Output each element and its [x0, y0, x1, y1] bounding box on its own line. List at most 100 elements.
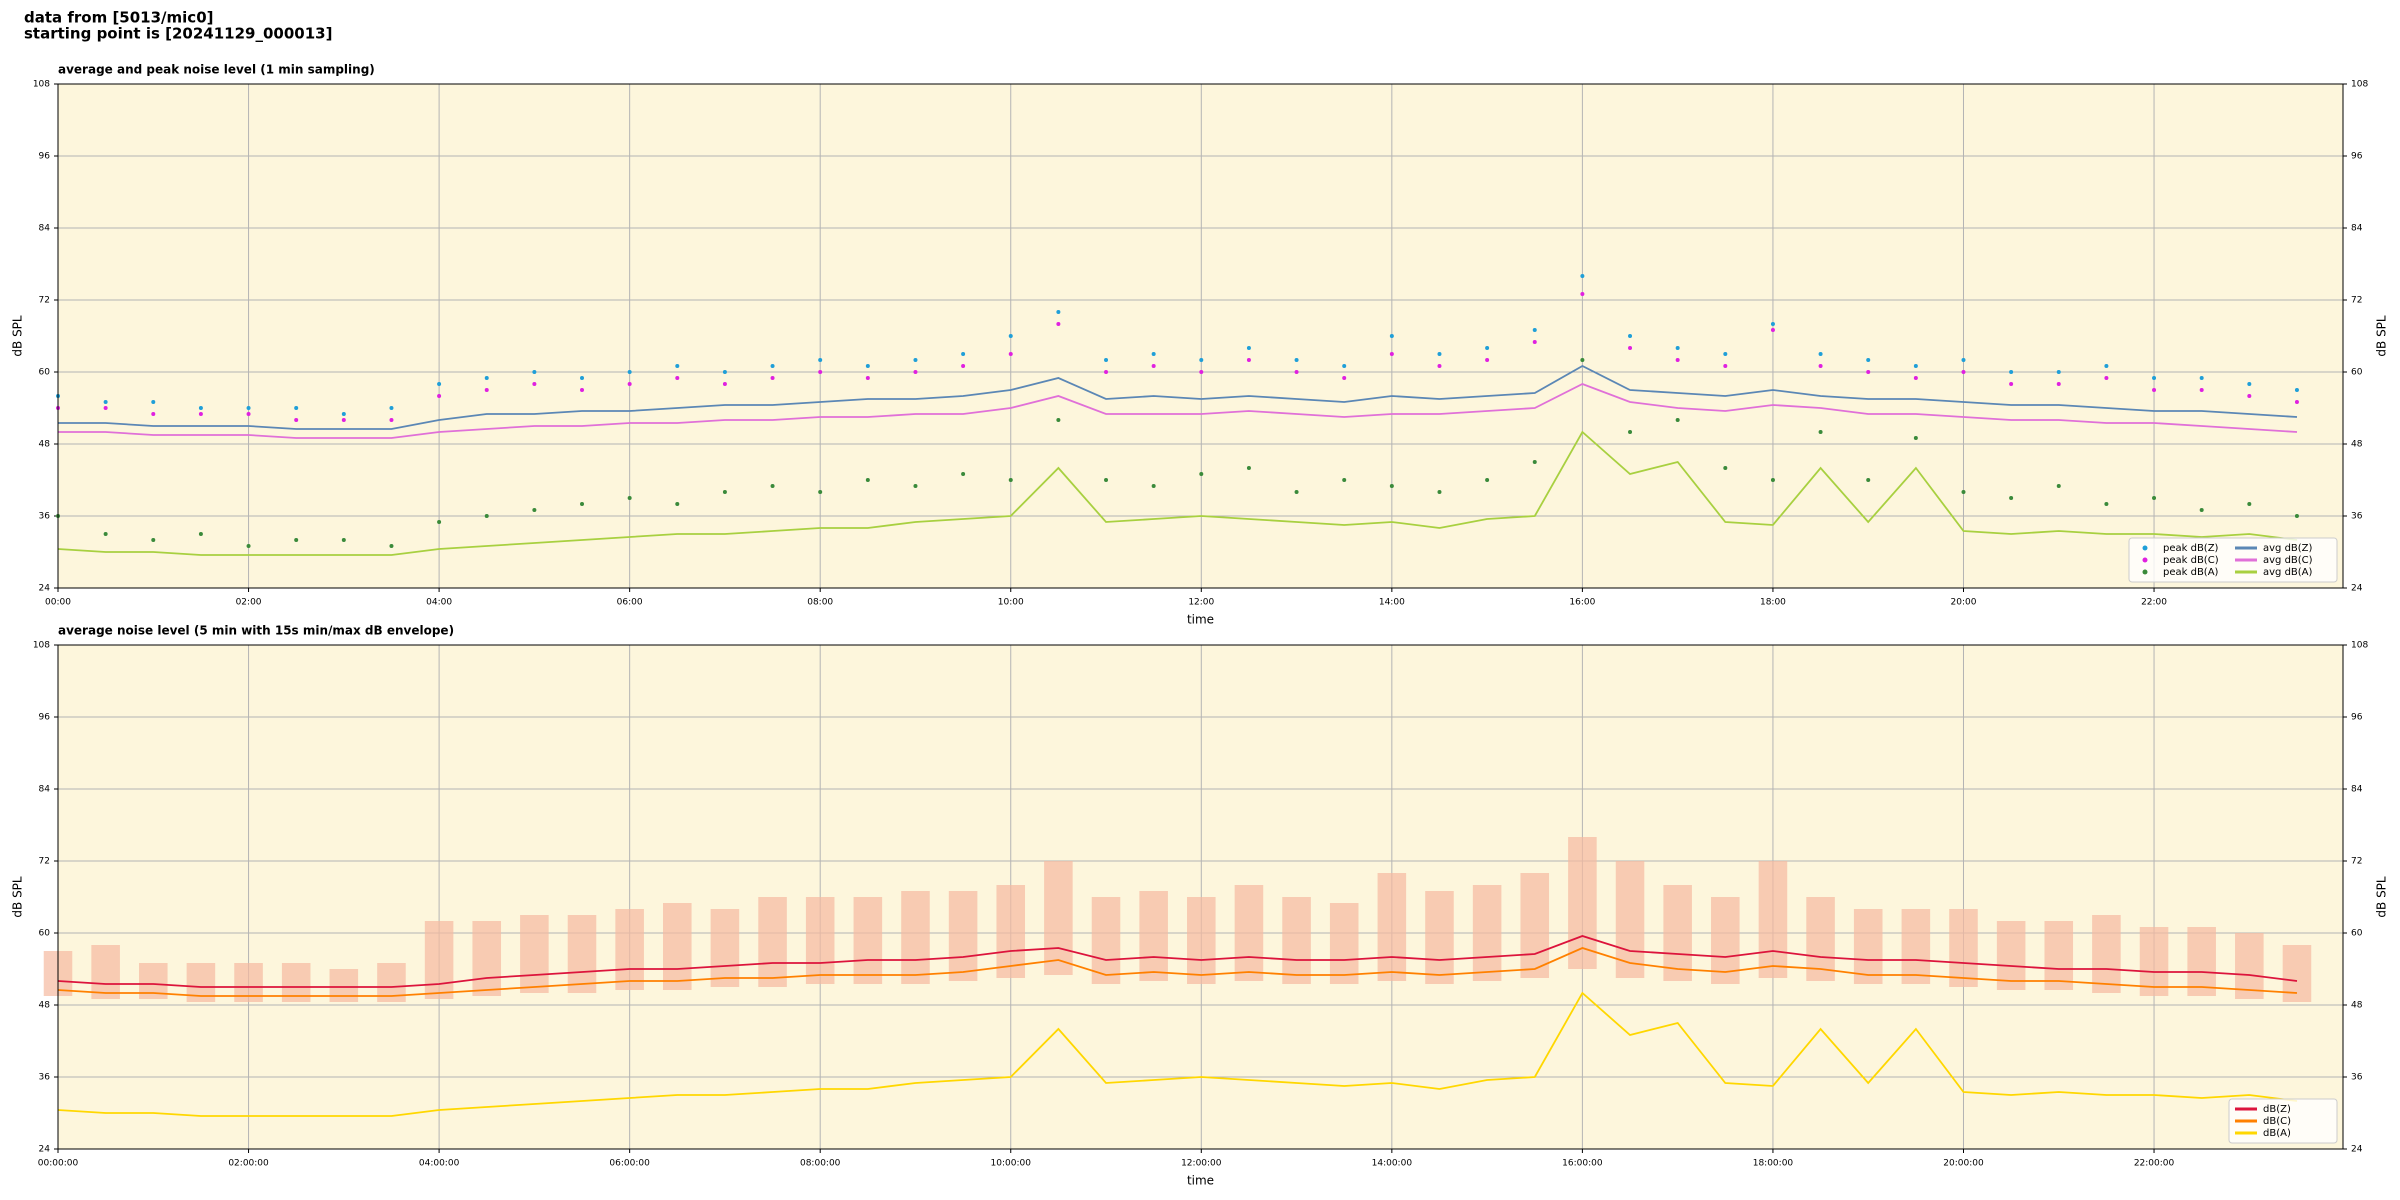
peak-point	[865, 376, 870, 380]
x-tick-label: 14:00	[1379, 598, 1405, 608]
x-tick-label: 18:00	[1760, 598, 1786, 608]
peak-point	[389, 544, 394, 548]
x-tick-label: 16:00	[1569, 598, 1595, 608]
legend-label: avg dB(C)	[2263, 555, 2313, 566]
peak-point	[1389, 484, 1394, 488]
peak-point	[770, 376, 775, 380]
header-line: data from [5013/mic0]	[24, 9, 214, 27]
x-tick-label: 18:00:00	[1753, 1159, 1794, 1169]
chart-title: average noise level (5 min with 15s min/…	[58, 624, 454, 638]
peak-point	[2199, 388, 2204, 392]
peak-point	[198, 532, 203, 536]
peak-point	[1342, 376, 1347, 380]
x-tick-label: 10:00	[998, 598, 1024, 608]
legend-label: peak dB(Z)	[2163, 543, 2219, 554]
y-tick-label: 96	[2351, 713, 2363, 723]
peak-point	[2152, 376, 2157, 380]
peak-point	[294, 418, 299, 422]
peak-point	[532, 382, 537, 386]
x-tick-label: 20:00	[1951, 598, 1977, 608]
x-tick-label: 02:00	[236, 598, 262, 608]
y-tick-label: 84	[2351, 785, 2363, 795]
peak-point	[722, 370, 727, 374]
legend-marker	[2142, 545, 2148, 551]
peak-point	[1389, 352, 1394, 356]
peak-point	[961, 352, 966, 356]
peak-point	[913, 370, 918, 374]
peak-point	[1580, 274, 1585, 278]
peak-point	[1723, 364, 1728, 368]
legend-label: avg dB(A)	[2263, 567, 2313, 578]
peak-point	[1818, 364, 1823, 368]
peak-point	[151, 400, 156, 404]
peak-point	[2056, 382, 2061, 386]
peak-point	[2009, 370, 2014, 374]
peak-point	[1342, 364, 1347, 368]
peak-point	[580, 388, 585, 392]
peak-point	[1151, 352, 1156, 356]
y-tick-label: 48	[39, 440, 51, 450]
peak-point	[818, 490, 823, 494]
peak-point	[2152, 496, 2157, 500]
y-tick-label: 48	[2351, 1001, 2363, 1011]
peak-point	[1246, 346, 1251, 350]
y-tick-label: 72	[2351, 857, 2362, 867]
chart-title: average and peak noise level (1 min samp…	[58, 63, 375, 77]
header-line: starting point is [20241129_000013]	[24, 25, 332, 43]
x-tick-label: 14:00:00	[1372, 1159, 1413, 1169]
peak-point	[1723, 352, 1728, 356]
peak-point	[1913, 364, 1918, 368]
peak-point	[1532, 340, 1537, 344]
peak-point	[961, 364, 966, 368]
peak-point	[1008, 334, 1013, 338]
plot-frame	[57, 644, 2344, 1150]
peak-point	[1961, 358, 1966, 362]
peak-point	[198, 406, 203, 410]
y-axis-label: dB SPL	[2375, 876, 2389, 918]
peak-point	[1151, 364, 1156, 368]
peak-point	[1246, 358, 1251, 362]
y-tick-label: 48	[2351, 440, 2363, 450]
peak-point	[1151, 484, 1156, 488]
peak-point	[627, 496, 632, 500]
peak-point	[2199, 508, 2204, 512]
peak-point	[1485, 346, 1490, 350]
peak-point	[437, 520, 442, 524]
y-tick-label: 84	[39, 224, 51, 234]
x-tick-label: 06:00:00	[609, 1159, 650, 1169]
y-tick-label: 72	[39, 857, 50, 867]
series-line	[58, 364, 2298, 430]
peak-point	[2009, 496, 2014, 500]
peak-point	[2104, 364, 2109, 368]
y-tick-label: 36	[39, 512, 51, 522]
x-tick-label: 10:00:00	[991, 1159, 1032, 1169]
x-tick-label: 06:00	[617, 598, 643, 608]
y-tick-label: 60	[2351, 368, 2363, 378]
peak-point	[103, 406, 108, 410]
peak-point	[865, 478, 870, 482]
peak-point	[1056, 322, 1061, 326]
plot-frame	[57, 83, 2344, 589]
peak-point	[1199, 472, 1204, 476]
peak-point	[1342, 478, 1347, 482]
y-tick-label: 72	[39, 296, 50, 306]
y-tick-label: 36	[39, 1073, 51, 1083]
x-tick-label: 08:00:00	[800, 1159, 841, 1169]
peak-point	[818, 370, 823, 374]
peak-point	[1580, 292, 1585, 296]
peak-point	[1389, 334, 1394, 338]
peak-point	[2294, 388, 2299, 392]
series-line	[57, 935, 2298, 988]
peak-point	[675, 364, 680, 368]
peak-point	[151, 412, 156, 416]
y-tick-label: 108	[2351, 641, 2368, 651]
y-tick-label: 60	[39, 368, 51, 378]
peak-point	[1437, 490, 1442, 494]
peak-point	[1056, 418, 1061, 422]
peak-point	[1961, 490, 1966, 494]
series-line	[57, 991, 2298, 1117]
legend-label: dB(Z)	[2263, 1104, 2291, 1115]
peak-point	[246, 412, 251, 416]
x-tick-label: 20:00:00	[1943, 1159, 1984, 1169]
